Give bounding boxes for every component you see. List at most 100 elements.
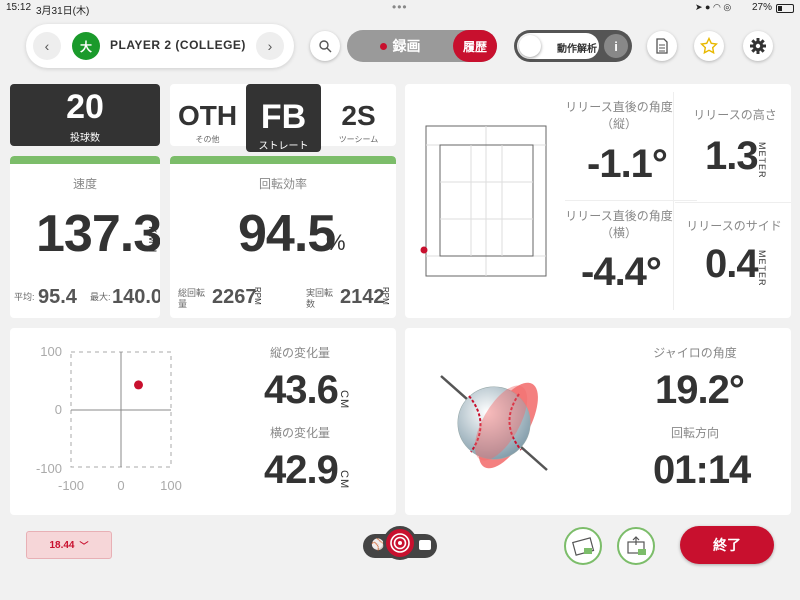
- release-point: [420, 246, 428, 254]
- total-spin-label: 総回転量: [178, 288, 206, 309]
- total-spin-unit: RPM: [253, 287, 262, 305]
- release-side: 0.4: [705, 242, 759, 286]
- end-session-button[interactable]: 終了: [680, 526, 774, 564]
- favorite-button[interactable]: [694, 31, 724, 61]
- next-player-button[interactable]: ›: [256, 32, 284, 60]
- release-angle-h: -4.4°: [581, 250, 662, 294]
- export-button[interactable]: [564, 527, 602, 565]
- gyro-angle-label: ジャイロの角度: [653, 346, 737, 360]
- history-button[interactable]: 履歴: [453, 30, 497, 62]
- target-mode-button[interactable]: [383, 526, 417, 560]
- player-name[interactable]: PLAYER 2 (COLLEGE): [110, 38, 246, 52]
- pitch-type-code: FB: [260, 98, 307, 136]
- y-tick-top: 100: [40, 344, 62, 359]
- horizontal-break-value: 42.9: [264, 448, 339, 492]
- settings-button[interactable]: [743, 31, 773, 61]
- motion-analysis-label: 動作解析: [557, 44, 597, 55]
- status-date: 3月31日(木): [36, 6, 90, 17]
- baseball-spin-graphic: [440, 375, 548, 471]
- movement-point: [134, 380, 143, 390]
- x-tick-right: 100: [160, 478, 182, 493]
- total-spin-value: 2267: [212, 286, 257, 308]
- speed-indicator-bar: [10, 156, 160, 164]
- real-spin-label: 実回転数: [306, 288, 334, 309]
- pitch-type-label: ストレート: [258, 141, 309, 152]
- pitch-type-code: 2S: [341, 100, 376, 131]
- speed-avg: 95.4: [38, 286, 77, 308]
- report-button[interactable]: [647, 31, 677, 61]
- speed-max: 140.0: [112, 286, 160, 308]
- divider: [675, 202, 791, 203]
- release-angle-h-label: リリース直後の角度（横）: [565, 209, 673, 240]
- pitch-type-2s[interactable]: 2S ツーシーム: [321, 84, 396, 146]
- filter-value: 18.44: [49, 539, 75, 551]
- release-side-label: リリースのサイド: [686, 219, 782, 233]
- chevron-right-icon: ›: [267, 38, 273, 54]
- pitch-type-oth[interactable]: OTH その他: [170, 84, 245, 146]
- movement-card: 100 0 -100 -100 0 100 縦の変化量 43.6 CM 横の変化…: [10, 328, 396, 515]
- motion-analysis-toggle[interactable]: 動作解析 i: [514, 30, 632, 62]
- release-card: リリース直後の角度（縦） -1.1° リリースの高さ 1.3 METER リリー…: [405, 84, 791, 318]
- status-icons: ➤ ● ◠ ◎: [695, 2, 732, 12]
- spin-direction-value: 01:14: [653, 448, 751, 492]
- y-tick-mid: 0: [55, 402, 62, 417]
- gear-icon: [750, 38, 766, 54]
- speed-title: 速度: [72, 177, 97, 191]
- gyro-angle-value: 19.2°: [655, 368, 745, 412]
- vertical-break-label: 縦の変化量: [269, 346, 330, 360]
- record-label: 録画: [392, 38, 421, 54]
- release-angle-v-label: リリース直後の角度（縦）: [565, 100, 673, 131]
- export-data-icon: [572, 537, 595, 556]
- horizontal-break-label: 横の変化量: [269, 426, 330, 440]
- chevron-down-icon: ﹀: [79, 540, 89, 551]
- record-dot-icon: [379, 42, 387, 50]
- divider: [673, 92, 674, 310]
- spin-efficiency-value: 94.5: [238, 205, 336, 263]
- info-button[interactable]: i: [604, 34, 628, 58]
- release-angle-v: -1.1°: [587, 142, 668, 186]
- battery-icon: [776, 4, 794, 13]
- x-tick-mid: 0: [117, 478, 124, 493]
- status-time: 15:12: [6, 2, 32, 13]
- y-tick-bottom: -100: [36, 461, 62, 476]
- multitask-dots-icon[interactable]: •••: [392, 0, 408, 14]
- divider: [565, 200, 697, 201]
- player-avatar: 大: [72, 32, 100, 60]
- camera-mode-icon[interactable]: [419, 540, 431, 550]
- prev-player-button[interactable]: ‹: [33, 32, 61, 60]
- record-button[interactable]: 録画: [347, 30, 453, 62]
- speed-avg-label: 平均:: [14, 292, 35, 302]
- speed-max-label: 最大:: [90, 292, 111, 302]
- search-icon: [319, 40, 332, 53]
- vertical-break-unit: CM: [338, 390, 350, 410]
- pitcher-mode-icon[interactable]: ⚾: [371, 539, 385, 551]
- chevron-left-icon: ‹: [44, 38, 50, 54]
- spin-direction-label: 回転方向: [670, 426, 719, 440]
- x-tick-left: -100: [58, 478, 84, 493]
- release-height: 1.3: [705, 134, 759, 178]
- spin-efficiency-card: 回転効率 94.5 % 総回転量 2267 RPM 実回転数 2142 RPM: [170, 156, 396, 318]
- pitch-type-fb[interactable]: FB ストレート: [246, 84, 321, 152]
- release-side-unit: METER: [757, 250, 767, 287]
- pitch-type-label: ツーシーム: [338, 135, 379, 144]
- speed-value: 137.3: [36, 205, 160, 263]
- release-height-label: リリースの高さ: [693, 108, 777, 122]
- spin-indicator-bar: [170, 156, 396, 164]
- pitch-count-label: 投球数: [70, 133, 100, 144]
- movement-chart: 100 0 -100 -100 0 100: [36, 344, 182, 493]
- strike-zone-diagram: [420, 125, 547, 277]
- search-button[interactable]: [310, 31, 340, 61]
- gyro-card: ジャイロの角度 19.2° 回転方向 01:14: [405, 328, 791, 515]
- document-icon: [656, 38, 668, 54]
- record-history-toggle: 録画 履歴: [347, 30, 497, 62]
- upload-button[interactable]: [617, 527, 655, 565]
- filter-dropdown[interactable]: 18.44 ﹀: [26, 531, 112, 559]
- pitch-type-code: OTH: [177, 100, 238, 131]
- player-selector: ‹ 大 PLAYER 2 (COLLEGE) ›: [26, 24, 294, 68]
- spin-efficiency-unit: %: [326, 230, 346, 255]
- pitch-count-card: 20 投球数: [10, 84, 160, 146]
- target-icon: [390, 533, 410, 553]
- spin-efficiency-title: 回転効率: [258, 177, 307, 191]
- pitch-count-value: 20: [66, 88, 104, 126]
- real-spin-unit: RPM: [381, 287, 390, 305]
